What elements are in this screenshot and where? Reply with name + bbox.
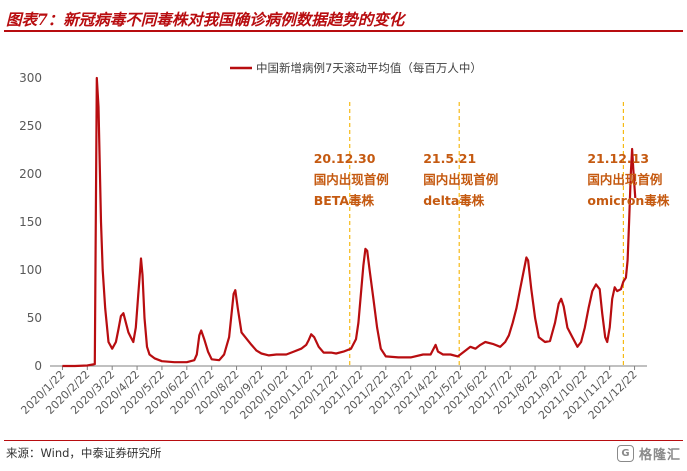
annotation-text: omicron毒株 bbox=[587, 193, 669, 208]
title-bar: 图表7：新冠病毒不同毒株对我国确诊病例数据趋势的变化 bbox=[0, 0, 687, 34]
footer-divider bbox=[4, 440, 683, 441]
annotation-text: 20.12.30 bbox=[314, 151, 376, 166]
annotation-lines bbox=[349, 102, 624, 366]
annotation-text: delta毒株 bbox=[423, 193, 485, 208]
annotation-text: 国内出现首例 bbox=[423, 172, 498, 187]
chart-axes: 0501001502002503002020/1/222020/2/222020… bbox=[18, 71, 647, 422]
chart-legend: 中国新增病例7天滚动平均值（每百万人中） bbox=[230, 61, 482, 75]
series-group bbox=[62, 76, 637, 368]
y-tick-label: 50 bbox=[27, 311, 42, 325]
source-note: 来源：Wind，中泰证券研究所 bbox=[6, 446, 162, 460]
annotation-text: 21.12.13 bbox=[587, 151, 649, 166]
watermark: G 格隆汇 bbox=[616, 444, 681, 463]
y-tick-label: 250 bbox=[19, 119, 42, 133]
annotation-text: 国内出现首例 bbox=[314, 172, 389, 187]
series-line bbox=[62, 76, 637, 368]
title-divider bbox=[4, 30, 683, 32]
line-chart: 0501001502002503002020/1/222020/2/222020… bbox=[18, 61, 670, 422]
y-tick-label: 300 bbox=[19, 71, 42, 85]
annotation-text: 国内出现首例 bbox=[587, 172, 662, 187]
y-tick-label: 0 bbox=[34, 359, 42, 373]
page-title: 图表7：新冠病毒不同毒株对我国确诊病例数据趋势的变化 bbox=[6, 10, 405, 29]
annotation-text: 21.5.21 bbox=[423, 151, 476, 166]
watermark-text: 格隆汇 bbox=[638, 448, 681, 463]
annotation-text: BETA毒株 bbox=[314, 193, 375, 208]
annotation-labels: 20.12.30 国内出现首例 BETA毒株 21.5.21 国内出现首例 delta毒株… bbox=[314, 151, 670, 208]
y-tick-label: 100 bbox=[19, 263, 42, 277]
y-tick-label: 200 bbox=[19, 167, 42, 181]
watermark-logo-icon: G bbox=[616, 445, 634, 462]
legend-label: 中国新增病例7天滚动平均值（每百万人中） bbox=[256, 61, 482, 75]
y-tick-label: 150 bbox=[19, 215, 42, 229]
